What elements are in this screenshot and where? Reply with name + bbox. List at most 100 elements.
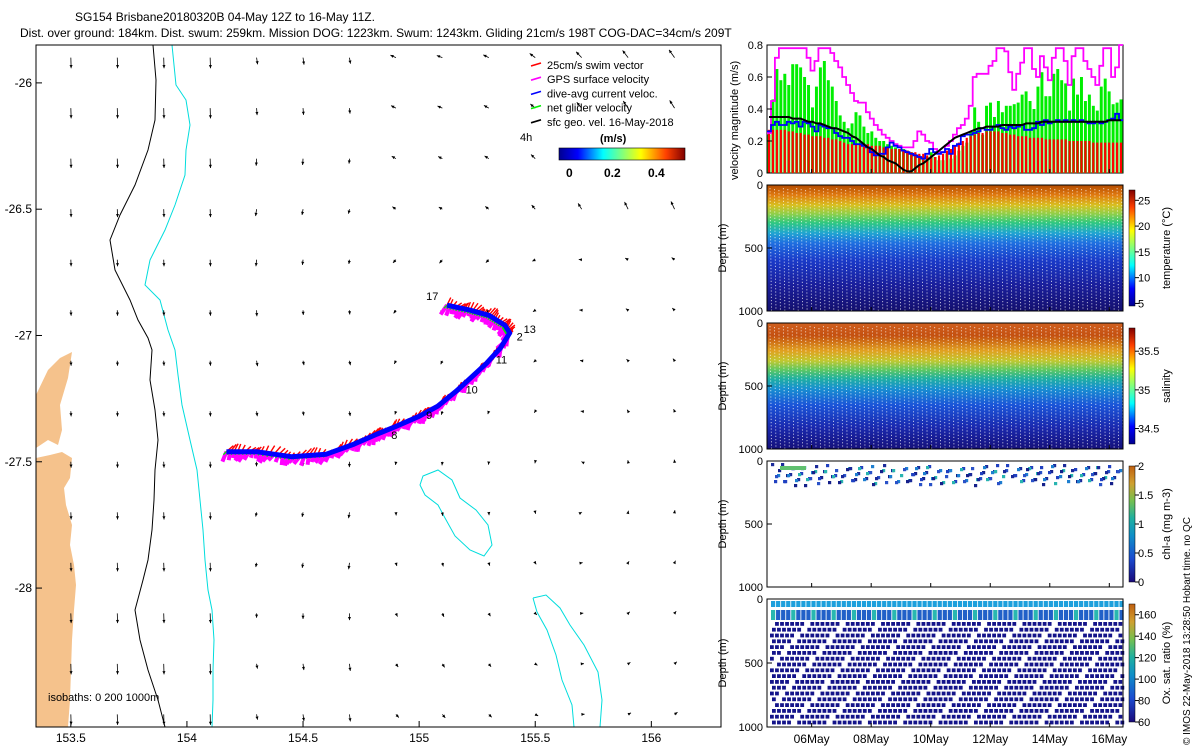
oxygen-surface-point	[776, 601, 780, 607]
oxygen-point	[1065, 686, 1069, 690]
velocity-bar-swim	[879, 146, 881, 173]
oxygen-point	[979, 686, 983, 690]
oxygen-point	[1038, 715, 1042, 719]
oxygen-point	[810, 692, 814, 696]
oxygen-point	[891, 692, 895, 696]
oxygen-point	[807, 628, 811, 632]
oxygen-subsurface-point	[811, 610, 815, 620]
oxygen-point	[831, 703, 835, 707]
oxygen-point	[1007, 622, 1011, 626]
oxygen-point	[989, 721, 993, 725]
oxygen-point	[1053, 680, 1057, 684]
oxygen-point	[1100, 697, 1104, 701]
oxygen-point	[944, 721, 948, 725]
date-tick-label: 08May	[853, 732, 889, 746]
oxygen-point	[836, 657, 840, 661]
oxygen-point	[807, 697, 811, 701]
oxygen-point	[924, 709, 928, 713]
oxygen-point	[957, 668, 961, 672]
oxygen-point	[916, 634, 920, 638]
oxygen-point	[1075, 686, 1079, 690]
oxygen-point	[1093, 634, 1097, 638]
oxygen-point	[883, 628, 887, 632]
oxygen-point	[901, 645, 905, 649]
oxygen-point	[1035, 663, 1039, 667]
oxygen-point	[949, 639, 953, 643]
title-line-1: SG154 Brisbane20180320B 04-May 12Z to 16…	[75, 10, 375, 24]
oxygen-point	[826, 703, 830, 707]
oxygen-point	[807, 709, 811, 713]
oxygen-point	[785, 622, 789, 626]
oxygen-point	[812, 628, 816, 632]
oxygen-point	[1028, 634, 1032, 638]
velocity-bar-swim	[835, 139, 837, 173]
oxygen-point	[838, 674, 842, 678]
depth-tick-label: 1000	[739, 444, 763, 456]
oxygen-point	[1048, 715, 1052, 719]
oxygen-point	[805, 668, 809, 672]
oxygen-point	[922, 715, 926, 719]
oxygen-point	[792, 628, 796, 632]
oxygen-point	[1078, 680, 1082, 684]
velocity-bar-swim	[1025, 136, 1027, 173]
oxygen-point	[932, 692, 936, 696]
velocity-bar-swim	[1100, 143, 1102, 173]
oxygen-point	[949, 651, 953, 655]
oxygen-point	[856, 715, 860, 719]
chlorophyll-point	[1094, 472, 1097, 475]
oxygen-point	[838, 697, 842, 701]
oxygen-point	[780, 645, 784, 649]
oxygen-point	[797, 709, 801, 713]
oxygen-point	[1100, 686, 1104, 690]
oxygen-point	[833, 697, 837, 701]
chlorophyll-point	[945, 475, 948, 478]
oxygen-point	[989, 686, 993, 690]
colorbar-label-oxygen: Ox. sat. ratio (%)	[1161, 622, 1173, 705]
oxygen-point	[1118, 622, 1122, 626]
oxygen-point	[1025, 663, 1029, 667]
oxygen-point	[939, 721, 943, 725]
chlorophyll-point	[883, 464, 886, 467]
chlorophyll-point	[806, 478, 809, 481]
chlorophyll-point	[846, 468, 849, 471]
oxygen-point	[1007, 657, 1011, 661]
oxygen-point	[982, 715, 986, 719]
oxygen-point	[876, 668, 880, 672]
oxygen-point	[1093, 668, 1097, 672]
oxygen-point	[770, 645, 774, 649]
oxygen-point	[1017, 668, 1021, 672]
chlorophyll-point	[849, 467, 852, 470]
title-line-2: Dist. over ground: 184km. Dist. swum: 25…	[20, 26, 732, 40]
oxygen-point	[826, 657, 830, 661]
oxygen-point	[947, 634, 951, 638]
oxygen-point	[1080, 651, 1084, 655]
oxygen-point	[1090, 639, 1094, 643]
chlorophyll-point	[977, 478, 980, 481]
oxygen-point	[1090, 674, 1094, 678]
oxygen-point	[805, 680, 809, 684]
chlorophyll-point	[895, 481, 898, 484]
oxygen-point	[843, 639, 847, 643]
oxygen-subsurface-point	[816, 610, 820, 620]
oxygen-point	[929, 651, 933, 655]
oxygen-point	[821, 680, 825, 684]
oxygen-point	[927, 703, 931, 707]
oxygen-point	[1108, 634, 1112, 638]
oxygen-point	[1085, 651, 1089, 655]
oxygen-point	[787, 721, 791, 725]
velocity-bar-swim	[796, 133, 798, 173]
oxygen-point	[954, 639, 958, 643]
oxygen-point	[1063, 680, 1067, 684]
oxygen-point	[949, 721, 953, 725]
oxygen-point	[1019, 674, 1023, 678]
oxygen-surface-point	[1064, 601, 1068, 607]
oxygen-point	[782, 663, 786, 667]
oxygen-point	[795, 645, 799, 649]
oxygen-point	[1093, 703, 1097, 707]
colorbar-label-chla: chl-a (mg m-3)	[1161, 488, 1173, 560]
oxygen-point	[1075, 663, 1079, 667]
oxygen-point	[792, 686, 796, 690]
oxygen-point	[1045, 709, 1049, 713]
oxygen-point	[821, 703, 825, 707]
oxygen-point	[1090, 651, 1094, 655]
